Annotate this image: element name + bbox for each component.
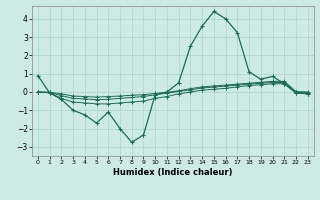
- X-axis label: Humidex (Indice chaleur): Humidex (Indice chaleur): [113, 168, 233, 177]
